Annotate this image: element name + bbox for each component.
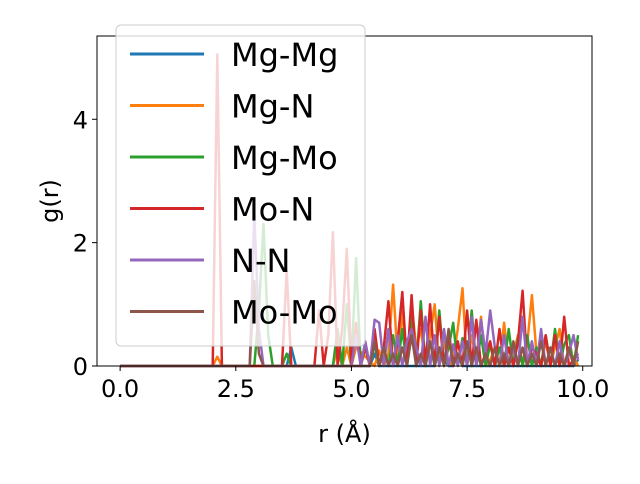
legend-label: N-N [231, 242, 290, 280]
y-tick-label: 2 [73, 230, 88, 258]
legend-label: Mg-Mo [231, 139, 338, 177]
x-tick-label: 2.5 [217, 375, 255, 403]
x-tick-label: 7.5 [448, 375, 486, 403]
y-tick-label: 4 [73, 106, 88, 134]
x-tick-label: 5.0 [332, 375, 370, 403]
y-tick-label: 0 [73, 353, 88, 381]
legend-label: Mo-Mo [231, 294, 338, 332]
x-tick-label: 10.0 [556, 375, 609, 403]
legend-label: Mg-Mg [231, 36, 338, 74]
x-axis-ticks: 0.0 2.5 5.0 7.5 10.0 [101, 366, 609, 403]
x-axis-title: r (Å) [318, 419, 371, 448]
legend: Mg-Mg Mg-N Mg-Mo Mo-N N-N Mo-Mo [115, 24, 366, 347]
x-tick-label: 0.0 [101, 375, 139, 403]
legend-label: Mo-N [231, 191, 314, 229]
y-axis-ticks: 0 2 4 [73, 106, 97, 381]
legend-label: Mg-N [231, 88, 314, 126]
y-axis-title: g(r) [36, 179, 64, 223]
